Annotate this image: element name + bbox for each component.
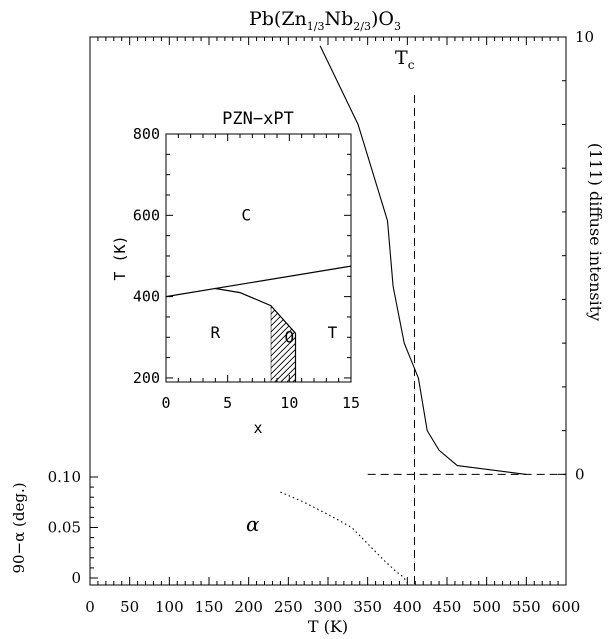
hatch-line	[270, 305, 296, 382]
inset-phase-boundaries	[165, 265, 352, 382]
reference-lines	[367, 95, 566, 585]
hatch-line	[270, 305, 296, 382]
right-tick-label: 0	[575, 465, 585, 483]
inset-axes: 0 5 10 15 200 400 600 800	[133, 125, 360, 412]
main-left-axis: 0 0.05 0.10	[48, 468, 98, 587]
x-tick-label: 350	[353, 598, 382, 616]
phase-label: R	[211, 323, 221, 342]
main-title: Pb(Zn1/3Nb2/3)O3	[249, 8, 401, 33]
alpha-label: α	[246, 512, 260, 536]
inset-x-tick-label: 0	[161, 394, 170, 412]
inset-y-axis-label: T (K)	[111, 235, 129, 280]
rhombohedral-orthorhombic-boundary	[215, 287, 297, 382]
x-tick-label: 550	[512, 598, 541, 616]
hatch-line	[270, 305, 296, 382]
left-tick-label: 0.10	[48, 468, 81, 486]
inset-x-tick-label: 15	[342, 394, 360, 412]
hatch-line	[270, 305, 296, 382]
cubic-boundary	[165, 265, 352, 298]
phase-label: T	[328, 323, 338, 342]
x-tick-label: 100	[155, 598, 184, 616]
inset-y-tick-label: 200	[133, 369, 160, 387]
hatch-line	[280, 305, 296, 382]
hatch-line	[270, 305, 296, 382]
phase-label: C	[241, 205, 251, 224]
main-x-axis-label: T (K)	[308, 617, 348, 636]
inset-title: PZN−xPT	[222, 109, 294, 129]
x-tick-label: 400	[393, 598, 422, 616]
x-tick-label: 0	[85, 598, 95, 616]
x-tick-label: 500	[472, 598, 501, 616]
x-tick-label: 600	[552, 598, 581, 616]
tc-label: Tc	[395, 47, 415, 72]
inset-y-tick-label: 800	[133, 125, 160, 143]
x-tick-label: 300	[314, 598, 343, 616]
hatch-line	[274, 305, 296, 382]
x-tick-label: 450	[433, 598, 462, 616]
x-tick-label: 50	[120, 598, 139, 616]
inset-y-tick-label: 400	[133, 288, 160, 306]
phase-label: O	[285, 327, 295, 346]
hatch-line	[270, 305, 296, 382]
x-tick-label: 150	[195, 598, 224, 616]
inset-phase-labels: C R O T	[211, 205, 338, 346]
inset-x-axis-label: x	[253, 419, 262, 437]
main-x-axis: 0 50 100 150 200 250 300 350 400 450 500 550 600	[85, 37, 580, 616]
inset-frame	[165, 133, 352, 383]
svg-text:Pb(Zn1/3Nb2/3)O3: Pb(Zn1/3Nb2/3)O3	[249, 8, 401, 33]
x-tick-label: 250	[274, 598, 303, 616]
right-axis-label: (111) diffuse intensity	[586, 143, 605, 321]
main-right-axis: 0 10	[558, 28, 594, 483]
left-tick-label: 0	[71, 569, 81, 587]
diffuse-intensity-curve	[319, 45, 527, 475]
main-series	[280, 45, 527, 584]
inset-y-tick-label: 600	[133, 206, 160, 224]
alpha-dotted-curve	[280, 491, 408, 584]
left-tick-label: 0.05	[48, 519, 81, 537]
inset-x-tick-label: 10	[280, 394, 298, 412]
inset-x-tick-label: 5	[223, 394, 232, 412]
hatch-line	[270, 305, 290, 382]
left-axis-label: 90−α (deg.)	[10, 482, 28, 573]
right-tick-label: 10	[575, 28, 594, 46]
x-tick-label: 200	[234, 598, 263, 616]
